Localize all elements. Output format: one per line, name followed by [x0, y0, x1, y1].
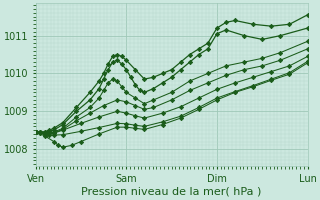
X-axis label: Pression niveau de la mer( hPa ): Pression niveau de la mer( hPa )	[81, 187, 262, 197]
